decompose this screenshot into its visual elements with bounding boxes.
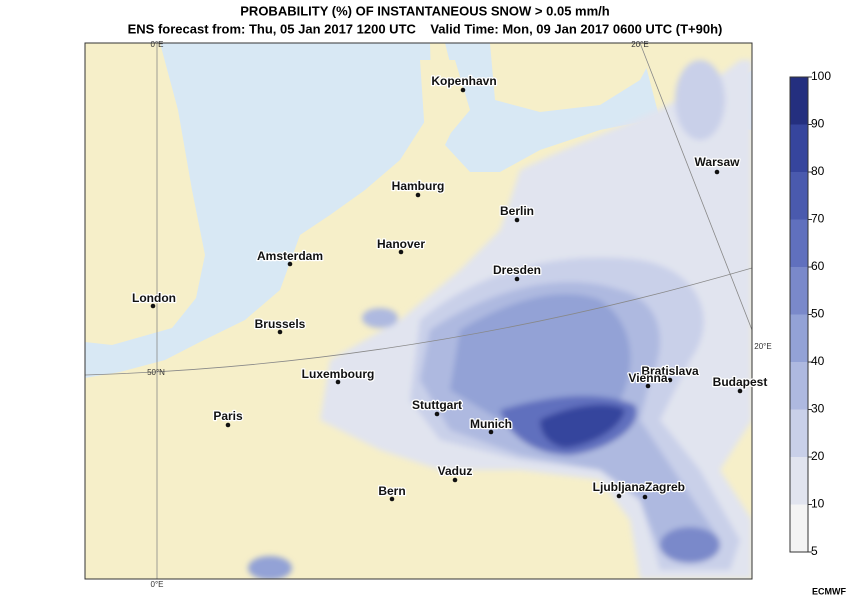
colorbar-band [790, 457, 808, 505]
city-dot [616, 493, 622, 499]
city-label: Bern [378, 484, 405, 498]
parallel-50 [85, 267, 752, 376]
city-label: Ljubljana [593, 480, 646, 494]
graticule-label: 50°N [147, 368, 165, 377]
credit: ECMWF [812, 586, 846, 596]
city-label: Hanover [377, 237, 425, 251]
city-dot [642, 494, 648, 500]
colorbar-tick-label: 10 [811, 497, 825, 511]
city-dot [667, 377, 673, 383]
sweden [490, 43, 660, 112]
meridian-20 [639, 43, 752, 331]
city-dot [514, 276, 520, 282]
title: PROBABILITY (%) OF INSTANTANEOUS SNOW > … [240, 3, 610, 18]
city-dot [514, 217, 520, 223]
city-dot [488, 429, 494, 435]
britain [85, 43, 205, 345]
map-frame [84, 42, 753, 580]
colorbar-band [790, 219, 808, 267]
colorbar-tick-label: 20 [811, 449, 825, 463]
subtitle: ENS forecast from: Thu, 05 Jan 2017 1200… [128, 21, 723, 36]
city-dot [452, 477, 458, 483]
colorbar-tick-label: 100 [811, 69, 831, 83]
denmark [420, 60, 470, 140]
graticule-label: 20°E [754, 342, 771, 351]
colorbar-tick-label: 30 [811, 402, 825, 416]
city-label: Budapest [713, 375, 768, 389]
city-label: Zagreb [645, 480, 685, 494]
graticule-label: 0°E [151, 580, 164, 589]
city-dot [287, 261, 293, 267]
city-label: Bratislava [641, 364, 699, 378]
colorbar-band [790, 124, 808, 172]
city-dot [714, 169, 720, 175]
city-label: Dresden [493, 263, 541, 277]
city-label: Stuttgart [412, 398, 462, 412]
city-dot [398, 249, 404, 255]
graticule-label: 0°E [151, 40, 164, 49]
city-label: Warsaw [695, 155, 741, 169]
snow-probability [248, 60, 752, 579]
city-dot [225, 422, 231, 428]
city-dot [460, 87, 466, 93]
city-dot [434, 411, 440, 417]
city-dot [645, 383, 651, 389]
colorbar-band [790, 314, 808, 362]
city-dot [389, 496, 395, 502]
colorbar-tick-label: 70 [811, 212, 825, 226]
colorbar-band [790, 409, 808, 457]
colorbar-tick-label: 60 [811, 259, 825, 273]
city-dot [415, 192, 421, 198]
colorbar-tick-label: 80 [811, 164, 825, 178]
map-area [85, 43, 752, 579]
city-dot [737, 388, 743, 394]
colorbar-band [790, 77, 808, 125]
city-label: Hamburg [392, 179, 445, 193]
city-dot [335, 379, 341, 385]
colorbar-band [790, 362, 808, 410]
city-label: London [132, 291, 176, 305]
city-label: Brussels [255, 317, 306, 331]
city-label: Munich [470, 417, 512, 431]
city-label: Amsterdam [257, 249, 323, 263]
colorbar-tick-label: 5 [811, 544, 818, 558]
colorbar-tick-label: 90 [811, 117, 825, 131]
city-dot [277, 329, 283, 335]
city-dot [150, 303, 156, 309]
graticule-label: 20°E [631, 40, 648, 49]
colorbar: 5 10 20 30 40 50 60 70 80 90 100 [789, 69, 831, 558]
city-label: Vienna [628, 371, 667, 385]
cities: Kopenhavn Hamburg Berlin Warsaw Hanover Amste… [131, 40, 772, 589]
colorbar-tick-label: 40 [811, 354, 825, 368]
colorbar-tick-label: 50 [811, 307, 825, 321]
city-label: Kopenhavn [431, 74, 496, 88]
city-label: Luxembourg [302, 367, 375, 381]
city-label: Paris [213, 409, 243, 423]
colorbar-band [790, 172, 808, 220]
colorbar-band [790, 267, 808, 315]
colorbar-band [790, 504, 808, 552]
city-label: Berlin [500, 204, 534, 218]
city-label: Vaduz [438, 464, 473, 478]
